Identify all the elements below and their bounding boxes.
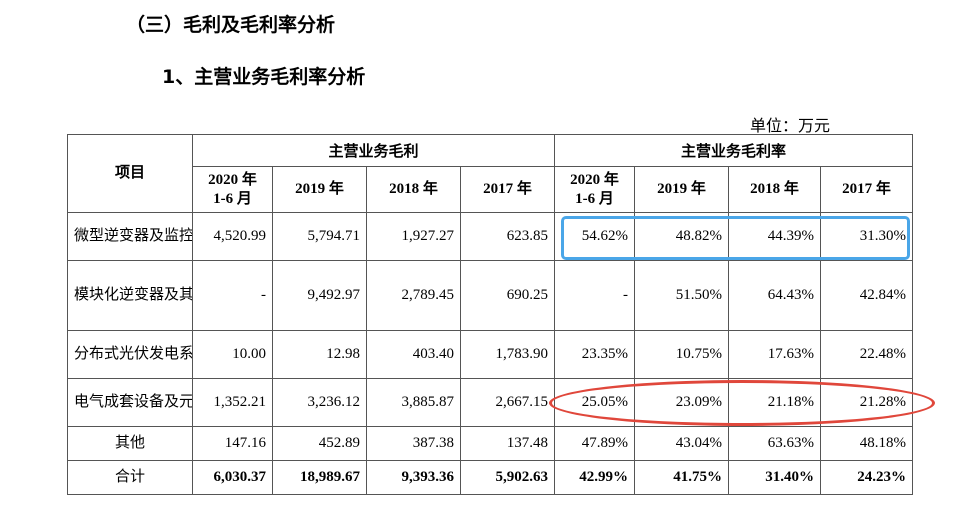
gross-profit-cell: 403.40: [366, 330, 461, 379]
gross-profit-cell: 2,667.15: [459, 378, 556, 427]
gross-profit-cell: 1,927.27: [366, 212, 461, 261]
gross-profit-cell: 5,794.71: [272, 212, 367, 261]
year-header: 2019 年: [634, 166, 730, 213]
gross-margin-cell: 17.63%: [728, 330, 822, 379]
gross-profit-cell: 3,236.12: [272, 378, 367, 427]
row-item-label: 微型逆变器及监控设备: [67, 212, 193, 261]
gross-profit-cell: 18,989.67: [272, 460, 367, 495]
gross-margin-cell: 48.82%: [634, 212, 730, 261]
gross-margin-cell: 41.75%: [634, 460, 730, 495]
gross-margin-cell: 47.89%: [554, 426, 636, 461]
blue-highlight-box: [561, 216, 910, 260]
year-header: 2018 年: [728, 166, 822, 213]
gross-profit-cell: 6,030.37: [192, 460, 273, 495]
gross-profit-cell: 1,783.90: [459, 330, 556, 379]
gross-profit-cell: 1,352.21: [192, 378, 273, 427]
gross-margin-table: 项目 主营业务毛利 主营业务毛利率 2020 年 1-6 月 2019 年 201…: [67, 134, 914, 495]
gross-profit-cell: 4,520.99: [192, 212, 273, 261]
gross-profit-cell: 10.00: [192, 330, 273, 379]
gross-margin-cell: 42.99%: [554, 460, 636, 495]
gross-profit-cell: 147.16: [192, 426, 273, 461]
row-item-label: 合计: [67, 460, 193, 495]
gross-profit-cell: 137.48: [459, 426, 556, 461]
gross-profit-cell: 9,393.36: [366, 460, 461, 495]
year-header: 2017 年: [820, 166, 914, 213]
gross-profit-group-header: 主营业务毛利: [191, 134, 556, 167]
gross-margin-cell: 31.40%: [728, 460, 822, 495]
gross-margin-cell: 24.23%: [820, 460, 914, 495]
row-item-label: 其他: [67, 426, 193, 461]
gross-profit-cell: 690.25: [459, 260, 556, 331]
gross-margin-cell: 48.18%: [820, 426, 914, 461]
gross-profit-cell: -: [192, 260, 273, 331]
red-highlight-ellipse: [549, 380, 935, 426]
gross-profit-cell: 452.89: [272, 426, 367, 461]
subsection-heading: 1、主营业务毛利率分析: [162, 66, 366, 88]
gross-margin-cell: 31.30%: [820, 212, 914, 261]
year-header: 2018 年: [366, 166, 461, 213]
gross-margin-cell: 42.84%: [820, 260, 914, 331]
gross-margin-group-header: 主营业务毛利率: [554, 134, 914, 167]
gross-margin-cell: 63.63%: [728, 426, 822, 461]
year-header: 2020 年 1-6 月: [554, 166, 636, 213]
row-item-label: 分布式光伏发电系统: [67, 330, 193, 379]
gross-profit-cell: 2,789.45: [366, 260, 461, 331]
year-header: 2020 年 1-6 月: [192, 166, 273, 213]
gross-margin-cell: 64.43%: [728, 260, 822, 331]
gross-profit-cell: 387.38: [366, 426, 461, 461]
item-header: 项目: [67, 134, 193, 213]
gross-profit-cell: 623.85: [459, 212, 556, 261]
gross-margin-cell: 54.62%: [554, 212, 636, 261]
gross-margin-cell: 23.35%: [554, 330, 636, 379]
year-header-text: 2020 年 1-6 月: [570, 171, 619, 207]
section-heading: （三）毛利及毛利率分析: [126, 14, 336, 36]
gross-margin-cell: 51.50%: [634, 260, 730, 331]
year-header: 2019 年: [272, 166, 367, 213]
gross-profit-cell: 12.98: [272, 330, 367, 379]
row-item-label: 电气成套设备及元器件: [67, 378, 193, 427]
gross-margin-cell: -: [554, 260, 636, 331]
gross-profit-cell: 9,492.97: [272, 260, 367, 331]
row-item-label: 模块化逆变器及其他电力变换设备: [67, 260, 193, 331]
year-header-text: 2020 年 1-6 月: [208, 171, 257, 207]
gross-margin-cell: 10.75%: [634, 330, 730, 379]
unit-label: 单位：万元: [750, 116, 831, 135]
year-header: 2017 年: [459, 166, 556, 213]
gross-margin-cell: 22.48%: [820, 330, 914, 379]
gross-margin-cell: 43.04%: [634, 426, 730, 461]
gross-profit-cell: 5,902.63: [459, 460, 556, 495]
gross-profit-cell: 3,885.87: [366, 378, 461, 427]
